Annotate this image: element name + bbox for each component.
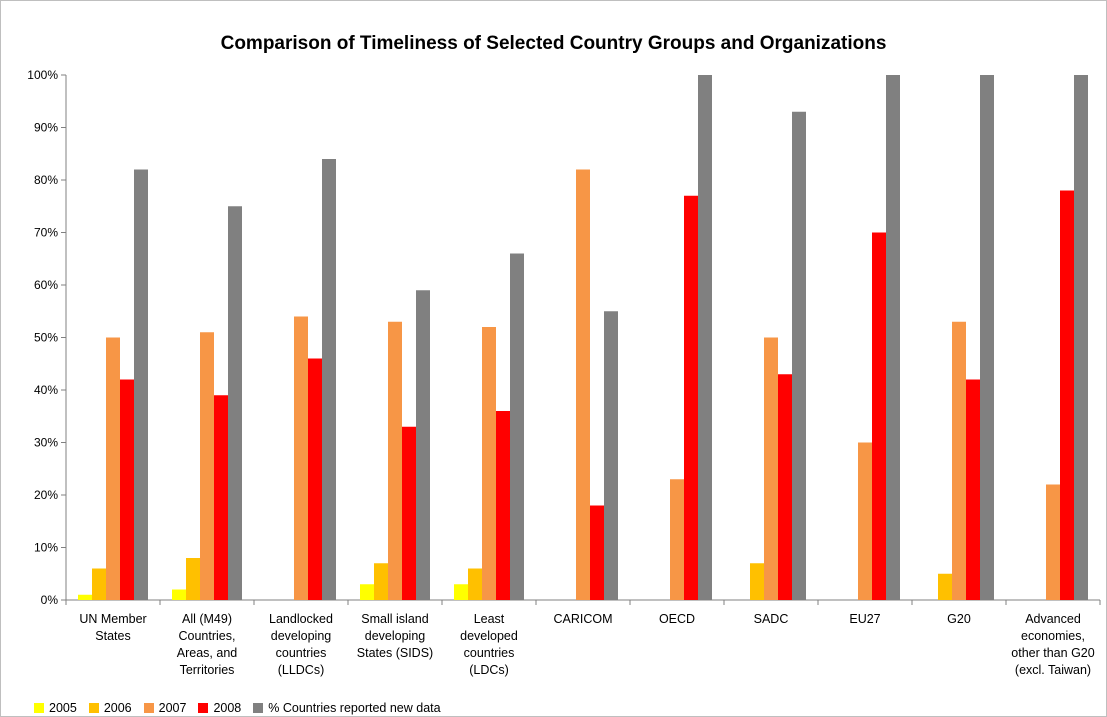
- legend: 2005 2006 2007 2008 % Countries reported new…: [34, 700, 441, 716]
- bar-countries-reported-new-data: [980, 75, 994, 600]
- y-tick-label: 70%: [34, 226, 58, 240]
- bar-countries-reported-new-data: [322, 159, 336, 600]
- category-label: Least developed countries (LDCs): [460, 612, 518, 677]
- y-tick-label: 90%: [34, 121, 58, 135]
- bar-countries-reported-new-data: [416, 290, 430, 600]
- bar-countries-reported-new-data: [604, 311, 618, 600]
- category-label: CARICOM: [553, 612, 612, 626]
- bar-2005: [454, 584, 468, 600]
- legend-swatch: [198, 703, 209, 713]
- bar-2007: [764, 337, 778, 600]
- bar-2008: [214, 395, 228, 600]
- category-label: SADC: [754, 612, 789, 626]
- category-label: All (M49) Countries, Areas, and Territories: [177, 612, 238, 677]
- legend-item: % Countries reported new data: [253, 701, 441, 715]
- bar-2007: [200, 332, 214, 600]
- category-label: Advanced economies, other than G20 (excl. T…: [1011, 612, 1094, 677]
- bar-2008: [1060, 190, 1074, 600]
- y-tick-label: 30%: [34, 436, 58, 450]
- category-label: Landlocked developing countries (LLDCs): [269, 612, 333, 677]
- legend-label: 2008: [213, 701, 242, 715]
- bar-countries-reported-new-data: [886, 75, 900, 600]
- y-tick-label: 0%: [41, 593, 59, 607]
- y-tick-label: 20%: [34, 488, 58, 502]
- bar-2005: [78, 594, 92, 600]
- bar-2006: [186, 558, 200, 600]
- bar-2007: [388, 321, 402, 600]
- legend-swatch: [88, 703, 99, 713]
- legend-label: 2007: [158, 701, 187, 715]
- legend-label: % Countries reported new data: [268, 701, 441, 715]
- category-label: EU27: [849, 612, 880, 626]
- y-tick-label: 80%: [34, 173, 58, 187]
- bar-2006: [374, 563, 388, 600]
- bar-2007: [952, 321, 966, 600]
- bar-2007: [1046, 484, 1060, 600]
- y-tick-label: 50%: [34, 331, 58, 345]
- bar-countries-reported-new-data: [510, 253, 524, 600]
- bar-countries-reported-new-data: [1074, 75, 1088, 600]
- bar-2008: [402, 426, 416, 600]
- bar-2008: [496, 411, 510, 600]
- bar-2008: [120, 379, 134, 600]
- bar-2007: [482, 327, 496, 600]
- bar-countries-reported-new-data: [134, 169, 148, 600]
- legend-item: 2006: [88, 701, 132, 715]
- bar-2008: [778, 374, 792, 600]
- bar-2006: [750, 563, 764, 600]
- legend-item: 2005: [34, 701, 77, 715]
- y-tick-label: 60%: [34, 278, 58, 292]
- bar-2006: [468, 568, 482, 600]
- legend-item: 2008: [198, 701, 241, 715]
- bar-countries-reported-new-data: [228, 206, 242, 600]
- bar-2005: [360, 584, 374, 600]
- y-tick-label: 40%: [34, 383, 58, 397]
- bar-2005: [172, 589, 186, 600]
- category-label: Small island developing States (SIDS): [357, 612, 433, 660]
- bar-countries-reported-new-data: [792, 111, 806, 600]
- category-label: UN Member States: [79, 612, 146, 643]
- bar-2007: [576, 169, 590, 600]
- bar-2006: [938, 573, 952, 600]
- bar-2007: [106, 337, 120, 600]
- bar-2008: [872, 232, 886, 600]
- bar-2007: [670, 479, 684, 600]
- legend-item: 2007: [143, 701, 187, 715]
- category-label: OECD: [659, 612, 695, 626]
- legend-label: 2006: [103, 701, 132, 715]
- legend-label: 2005: [49, 701, 77, 715]
- bar-countries-reported-new-data: [698, 75, 712, 600]
- category-label: G20: [947, 612, 971, 626]
- legend-swatch: [253, 703, 264, 713]
- legend-swatch: [34, 703, 44, 713]
- bars: [78, 75, 1088, 600]
- y-tick-label: 10%: [34, 541, 58, 555]
- legend-swatch: [143, 703, 154, 713]
- bar-2007: [294, 316, 308, 600]
- y-tick-label: 100%: [27, 68, 58, 82]
- chart-title: Comparison of Timeliness of Selected Cou…: [220, 33, 887, 54]
- x-axis: UN Member States All (M49) Countries, Areas,…: [65, 599, 1101, 677]
- bar-2008: [308, 358, 322, 600]
- bar-2007: [858, 442, 872, 600]
- bar-2006: [92, 568, 106, 600]
- bar-2008: [966, 379, 980, 600]
- y-axis: 0% 10% 20% 30% 40% 50% 60% 70% 80% 90% 100%: [27, 68, 67, 607]
- bar-2008: [590, 505, 604, 600]
- bar-2008: [684, 195, 698, 600]
